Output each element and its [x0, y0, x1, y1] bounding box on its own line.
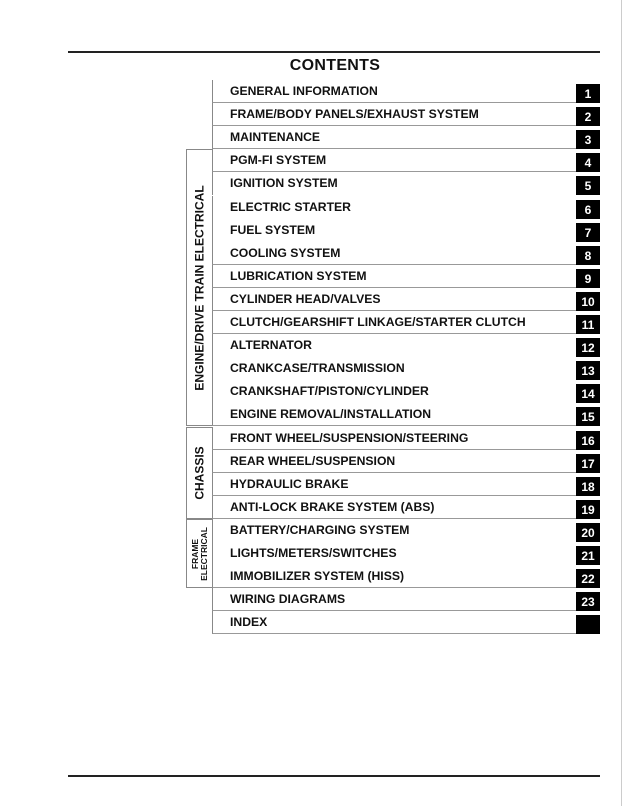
section-tab[interactable]	[576, 615, 600, 635]
toc-entry-label: LUBRICATION SYSTEM	[230, 268, 367, 283]
toc-entry[interactable]: HYDRAULIC BRAKE 18	[212, 472, 600, 496]
section-tab[interactable]: 11	[576, 315, 600, 334]
section-tab[interactable]: 15	[576, 407, 600, 427]
section-tab[interactable]: 16	[576, 430, 600, 450]
section-tab[interactable]: 12	[576, 338, 600, 358]
toc-entry[interactable]: IGNITION SYSTEM 5	[212, 172, 600, 196]
bottom-rule	[68, 775, 600, 777]
toc-entry-label: INDEX	[230, 615, 268, 630]
toc-entry[interactable]: CRANKCASE/TRANSMISSION 13	[212, 357, 600, 381]
toc-entry-label: WIRING DIAGRAMS	[230, 592, 346, 607]
toc-entry-label: IMMOBILIZER SYSTEM (HISS)	[230, 569, 405, 584]
section-group: ENGINE/DRIVE TRAIN ELECTRICAL	[186, 149, 212, 427]
toc-entry[interactable]: REAR WHEEL/SUSPENSION 17	[212, 449, 600, 473]
page-edge	[621, 0, 622, 806]
section-tab[interactable]: 10	[576, 291, 600, 311]
toc-entry[interactable]: FRONT WHEEL/SUSPENSION/STEERING 16	[212, 426, 600, 450]
section-tab[interactable]: 1	[576, 84, 600, 103]
toc-entry[interactable]: ELECTRIC STARTER 6	[212, 195, 600, 219]
toc-entry-label: FRAME/BODY PANELS/EXHAUST SYSTEM	[230, 107, 479, 122]
group-label: FRAME ELECTRICAL	[190, 526, 209, 581]
toc-entry[interactable]: FRAME/BODY PANELS/EXHAUST SYSTEM 2	[212, 103, 600, 127]
group-label-line: ELECTRICAL	[198, 526, 209, 581]
section-tab[interactable]: 19	[576, 499, 600, 519]
toc-entry-label: ENGINE REMOVAL/INSTALLATION	[230, 407, 432, 422]
section-tab[interactable]: 9	[576, 268, 600, 288]
toc-entry-label: MAINTENANCE	[230, 130, 321, 145]
toc-entry-label: PGM-FI SYSTEM	[230, 153, 327, 168]
toc-entry[interactable]: ENGINE REMOVAL/INSTALLATION 15	[212, 403, 600, 427]
toc-entry[interactable]: LIGHTS/METERS/SWITCHES 21	[212, 542, 600, 566]
toc-entry-label: COOLING SYSTEM	[230, 245, 341, 260]
toc-entry[interactable]: INDEX	[212, 611, 600, 635]
section-tab[interactable]: 2	[576, 107, 600, 127]
section-tab[interactable]: 23	[576, 592, 600, 612]
section-tab[interactable]: 22	[576, 569, 600, 589]
section-group: FRAME ELECTRICAL	[186, 518, 212, 589]
section-tab[interactable]: 3	[576, 130, 600, 150]
section-tab[interactable]: 8	[576, 245, 600, 265]
section-tab[interactable]: 6	[576, 199, 600, 219]
section-tab[interactable]: 7	[576, 222, 600, 242]
toc-entry-label: HYDRAULIC BRAKE	[230, 476, 349, 491]
section-tab[interactable]: 17	[576, 453, 600, 473]
page-title: CONTENTS	[289, 57, 381, 74]
toc-entry-label: ANTI-LOCK BRAKE SYSTEM (ABS)	[230, 499, 435, 514]
section-tab[interactable]: 18	[576, 476, 600, 496]
toc-entry-label: CRANKSHAFT/PISTON/CYLINDER	[230, 384, 429, 399]
toc-entry-label: IGNITION SYSTEM	[230, 176, 338, 191]
group-label: ENGINE/DRIVE TRAIN ELECTRICAL	[192, 185, 206, 391]
section-tab[interactable]: 14	[576, 384, 600, 404]
toc-entry-label: FUEL SYSTEM	[230, 222, 316, 237]
section-group: CHASSIS	[186, 426, 212, 519]
toc-entry[interactable]: MAINTENANCE 3	[212, 126, 600, 150]
toc-entry[interactable]: CYLINDER HEAD/VALVES 10	[212, 287, 600, 311]
toc-entry-label: ALTERNATOR	[230, 338, 312, 353]
toc-entry-label: BATTERY/CHARGING SYSTEM	[230, 522, 410, 537]
toc-entry[interactable]: GENERAL INFORMATION 1	[212, 80, 600, 104]
toc-entry-label: CLUTCH/GEARSHIFT LINKAGE/STARTER CLUTCH	[230, 315, 526, 329]
toc-entry-label: CYLINDER HEAD/VALVES	[230, 291, 381, 306]
toc-entry[interactable]: CRANKSHAFT/PISTON/CYLINDER 14	[212, 380, 600, 404]
toc-entry-label: FRONT WHEEL/SUSPENSION/STEERING	[230, 430, 469, 445]
section-tab[interactable]: 5	[576, 176, 600, 196]
toc-entry-label: ELECTRIC STARTER	[230, 199, 351, 214]
toc-entry[interactable]: LUBRICATION SYSTEM 9	[212, 264, 600, 288]
section-tab[interactable]: 21	[576, 546, 600, 565]
toc-entry-label: REAR WHEEL/SUSPENSION	[230, 453, 396, 468]
toc-entry[interactable]: BATTERY/CHARGING SYSTEM 20	[212, 518, 600, 542]
top-rule	[68, 51, 600, 53]
group-label: CHASSIS	[192, 446, 206, 500]
toc-entry[interactable]: ANTI-LOCK BRAKE SYSTEM (ABS) 19	[212, 495, 600, 519]
toc-entry-label: CRANKCASE/TRANSMISSION	[230, 361, 405, 376]
toc-entry[interactable]: COOLING SYSTEM 8	[212, 241, 600, 265]
toc-entry[interactable]: IMMOBILIZER SYSTEM (HISS) 22	[212, 565, 600, 589]
toc-entry[interactable]: FUEL SYSTEM 7	[212, 218, 600, 242]
section-tab[interactable]: 13	[576, 361, 600, 381]
toc-entry-label: LIGHTS/METERS/SWITCHES	[230, 546, 397, 560]
section-tab[interactable]: 4	[576, 153, 600, 173]
toc-entry[interactable]: CLUTCH/GEARSHIFT LINKAGE/STARTER CLUTCH 1…	[212, 311, 600, 335]
toc-entry[interactable]: WIRING DIAGRAMS 23	[212, 588, 600, 612]
section-tab[interactable]: 20	[576, 522, 600, 542]
toc-entry[interactable]: PGM-FI SYSTEM 4	[212, 149, 600, 173]
toc-entry[interactable]: ALTERNATOR 12	[212, 334, 600, 358]
toc-entry-label: GENERAL INFORMATION	[230, 84, 378, 98]
